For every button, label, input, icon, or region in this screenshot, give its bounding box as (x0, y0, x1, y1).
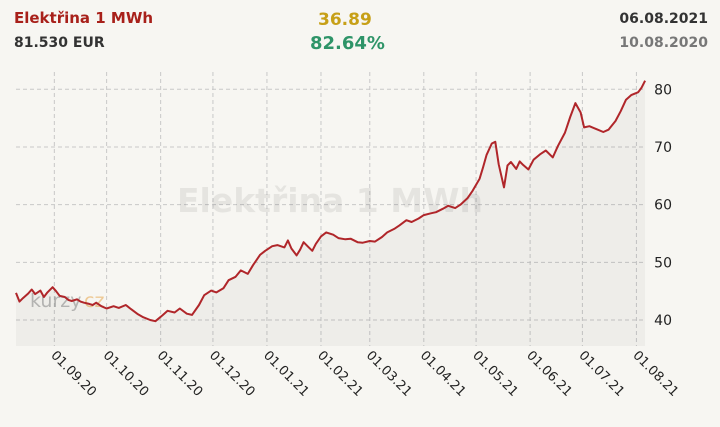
x-tick-label: 01.04.21 (417, 348, 469, 400)
percent-change: 82.64% (310, 33, 385, 54)
y-axis: 40 50 60 70 80 (654, 82, 672, 329)
x-tick-label: 01.11.20 (154, 348, 206, 400)
y-tick-label: 70 (654, 140, 672, 156)
y-tick-label: 60 (654, 198, 672, 214)
y-tick-label: 50 (654, 255, 672, 271)
x-tick-label: 01.06.21 (523, 348, 575, 400)
price-line (15, 80, 646, 323)
absolute-change: 36.89 (318, 10, 372, 30)
y-tick-label: 80 (654, 82, 672, 98)
current-price: 81.530 EUR (14, 35, 105, 51)
x-tick-label: 01.05.21 (469, 348, 521, 400)
x-tick-label: 01.09.20 (48, 348, 100, 400)
x-axis: 01.09.20 01.10.20 01.11.20 01.12.20 01.01.21… (48, 348, 682, 400)
instrument-title: Elektřina 1 MWh (14, 9, 154, 27)
x-tick-label: 01.03.21 (363, 348, 415, 400)
x-tick-label: 01.07.21 (576, 348, 628, 400)
x-tick-label: 01.10.20 (100, 348, 152, 400)
watermark-logo-suffix: cz (84, 290, 104, 312)
start-date: 10.08.2020 (619, 35, 708, 51)
x-tick-label: 01.08.21 (630, 348, 682, 400)
x-tick-label: 01.12.20 (206, 348, 258, 400)
x-tick-label: 01.02.21 (314, 348, 366, 400)
x-tick-label: 01.01.21 (260, 348, 312, 400)
y-tick-label: 40 (654, 313, 672, 329)
end-date: 06.08.2021 (619, 11, 708, 27)
